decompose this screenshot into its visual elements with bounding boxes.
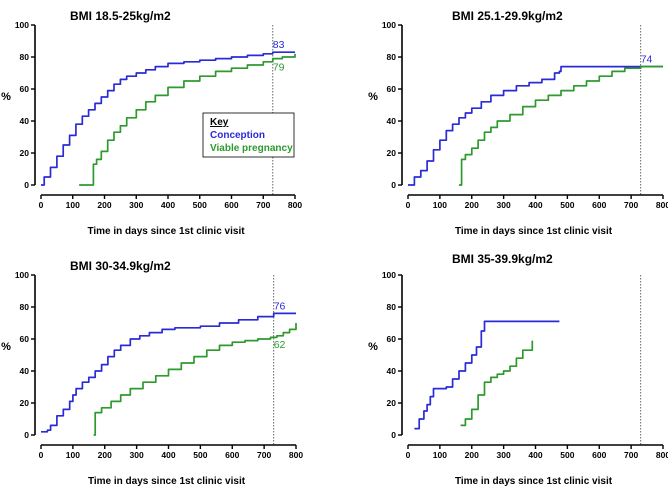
x-tick-label: 600 (225, 450, 239, 460)
x-tick-label: 600 (592, 450, 606, 460)
series-line-conception (41, 51, 295, 186)
y-tick-label: 0 (391, 430, 396, 440)
x-axis-label: Time in days since 1st clinic visit (87, 226, 245, 237)
legend-title: Key (210, 117, 229, 128)
y-tick-label: 80 (387, 52, 397, 62)
y-tick-label: 20 (387, 148, 397, 158)
y-tick-label: 80 (387, 302, 397, 312)
x-tick-label: 800 (288, 200, 302, 210)
x-tick-label: 600 (224, 200, 238, 210)
x-tick-label: 400 (528, 450, 542, 460)
series-line-viable (79, 53, 296, 186)
y-axis-label: % (1, 341, 11, 353)
x-tick-label: 200 (98, 450, 112, 460)
y-tick-label: 60 (387, 84, 397, 94)
annotation-label-conception: 74 (641, 54, 653, 66)
x-tick-label: 400 (161, 450, 175, 460)
y-tick-label: 60 (387, 334, 397, 344)
y-tick-label: 80 (20, 52, 30, 62)
y-axis-label: % (368, 91, 378, 103)
legend: Key Conception Viable pregnancy (202, 112, 295, 158)
y-tick-label: 40 (387, 116, 397, 126)
annotation-label-viable: 62 (274, 339, 286, 351)
x-tick-label: 100 (66, 200, 80, 210)
y-tick-label: 40 (20, 116, 30, 126)
annotation-label-viable: 79 (273, 62, 285, 74)
x-tick-label: 0 (406, 200, 411, 210)
x-tick-label: 300 (130, 450, 144, 460)
x-tick-label: 500 (193, 200, 207, 210)
x-tick-label: 700 (624, 450, 638, 460)
x-tick-label: 800 (656, 450, 668, 460)
series-line-viable (460, 340, 534, 427)
annotation-label-conception: 76 (274, 300, 286, 312)
y-tick-label: 40 (387, 366, 397, 376)
x-tick-label: 700 (256, 200, 270, 210)
y-tick-label: 60 (20, 84, 30, 94)
chart-panel-2: BMI 25.1-29.9kg/m2 0 20 40 60 80 100 0 100 200 300… (368, 9, 668, 237)
series-line-conception (414, 320, 560, 430)
x-axis-label: Time in days since 1st clinic visit (455, 476, 613, 487)
chart-panel-4: BMI 35-39.9kg/m2 0 20 40 60 80 100 0 100 200 300 40… (368, 252, 668, 487)
y-tick-label: 20 (387, 398, 397, 408)
x-axis-label: Time in days since 1st clinic visit (88, 476, 246, 487)
y-tick-label: 100 (15, 20, 29, 30)
x-tick-label: 600 (592, 200, 606, 210)
x-tick-label: 500 (560, 450, 574, 460)
series-line-conception (41, 312, 296, 433)
annotation-label-conception: 83 (273, 39, 285, 51)
x-tick-label: 300 (497, 200, 511, 210)
x-tick-label: 300 (497, 450, 511, 460)
y-tick-label: 100 (15, 270, 29, 280)
x-tick-label: 400 (528, 200, 542, 210)
x-tick-label: 200 (97, 200, 111, 210)
x-tick-label: 200 (465, 200, 479, 210)
series-line-conception (408, 65, 663, 186)
series-line-viable (93, 323, 297, 436)
x-tick-label: 300 (129, 200, 143, 210)
legend-entry-conception: Conception (210, 130, 265, 141)
y-tick-label: 60 (20, 334, 30, 344)
x-tick-label: 800 (656, 200, 668, 210)
x-tick-label: 100 (433, 450, 447, 460)
y-axis-label: % (368, 341, 378, 353)
series-line-viable (459, 65, 663, 186)
chart-panel-1: BMI 18.5-25kg/m2 0 20 40 60 80 100 0 100 200 300 40… (1, 9, 302, 237)
x-tick-label: 700 (624, 200, 638, 210)
x-tick-label: 0 (406, 450, 411, 460)
x-tick-label: 0 (39, 200, 44, 210)
y-axis-label: % (1, 91, 11, 103)
chart-panel-3: BMI 30-34.9kg/m2 0 20 40 60 80 100 0 100 200 300 40… (1, 259, 303, 487)
legend-entry-viable: Viable pregnancy (210, 143, 293, 154)
y-tick-label: 20 (20, 398, 30, 408)
y-tick-label: 40 (20, 366, 30, 376)
legend-box (202, 112, 295, 158)
y-tick-label: 0 (24, 180, 29, 190)
chart-title: BMI 30-34.9kg/m2 (70, 259, 171, 273)
x-axis-label: Time in days since 1st clinic visit (455, 226, 613, 237)
y-tick-label: 100 (382, 20, 396, 30)
y-tick-label: 100 (382, 270, 396, 280)
y-tick-label: 20 (20, 148, 30, 158)
chart-title: BMI 35-39.9kg/m2 (452, 252, 553, 266)
x-tick-label: 200 (465, 450, 479, 460)
y-tick-label: 0 (391, 180, 396, 190)
x-tick-label: 500 (193, 450, 207, 460)
x-tick-label: 0 (39, 450, 44, 460)
x-tick-label: 100 (433, 200, 447, 210)
y-tick-label: 80 (20, 302, 30, 312)
y-tick-label: 0 (24, 430, 29, 440)
x-tick-label: 800 (289, 450, 303, 460)
x-tick-label: 400 (161, 200, 175, 210)
x-tick-label: 700 (257, 450, 271, 460)
x-tick-label: 500 (560, 200, 574, 210)
chart-title: BMI 18.5-25kg/m2 (70, 9, 171, 23)
x-tick-label: 100 (66, 450, 80, 460)
chart-title: BMI 25.1-29.9kg/m2 (452, 9, 563, 23)
